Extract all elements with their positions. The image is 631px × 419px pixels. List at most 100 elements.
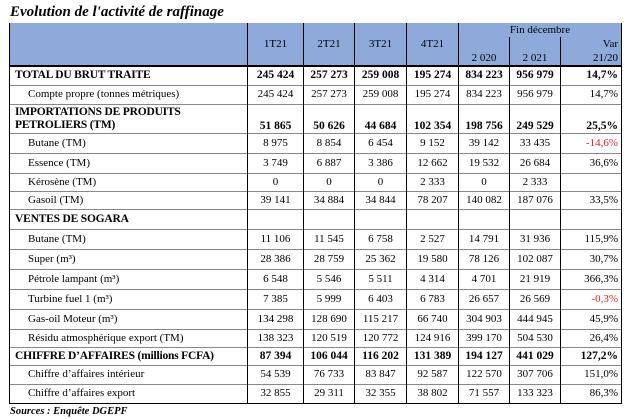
row-label: Chiffre d’affaires intérieur: [9, 365, 248, 384]
value-cell: 2 333: [406, 173, 459, 191]
value-cell: 131 389: [406, 347, 459, 365]
variation-cell: 25,5%: [560, 104, 622, 133]
value-cell: 257 273: [303, 66, 355, 85]
value-cell: 140 082: [458, 191, 510, 209]
table-row: Pétrole lampant (m³) 6 548 5 546 5 511 4 314…: [9, 269, 622, 289]
table-title: Evolution de l'activité de raffinage: [10, 4, 224, 20]
value-cell: 6 887: [303, 153, 355, 173]
value-cell: 51 865: [247, 104, 304, 133]
value-cell: [303, 209, 355, 229]
row-label: Kérosène (TM): [9, 173, 248, 191]
value-cell: 76 733: [303, 365, 355, 384]
value-cell: 187 076: [509, 191, 561, 209]
table-row: Gas-oil Moteur (m³) 134 298 128 690 115 217…: [9, 309, 622, 329]
table-row: CHIFFRE D’AFFAIRES (millions FCFA) 87 394…: [9, 347, 622, 365]
value-cell: 133 323: [509, 384, 561, 403]
value-cell: 195 274: [406, 85, 459, 104]
value-cell: 6 548: [247, 269, 304, 289]
header-3t21: 3T21: [354, 23, 407, 66]
table-row: Butane (TM) 8 975 8 854 6 454 9 152 39 142 33 …: [9, 133, 622, 153]
value-cell: 9 152: [406, 133, 459, 153]
value-cell: 32 355: [354, 384, 407, 403]
value-cell: 0: [303, 173, 355, 191]
value-cell: [458, 209, 510, 229]
value-cell: 124 916: [406, 329, 459, 347]
value-cell: 5 511: [354, 269, 407, 289]
variation-cell: 33,5%: [560, 191, 622, 209]
header-2021: 2 021: [509, 37, 561, 66]
value-cell: 257 273: [303, 85, 355, 104]
value-cell: 6 783: [406, 289, 459, 309]
value-cell: 5 546: [303, 269, 355, 289]
value-cell: 26 569: [509, 289, 561, 309]
row-label: Gas-oil Moteur (m³): [9, 309, 248, 329]
table-row: Résidu atmosphérique export (TM) 138 323 1…: [9, 329, 622, 347]
value-cell: 259 008: [354, 66, 407, 85]
source-note: Sources : Enquête DGEPF: [10, 406, 128, 417]
row-label: Pétrole lampant (m³): [9, 269, 248, 289]
value-cell: 116 202: [354, 347, 407, 365]
variation-cell: 86,3%: [560, 384, 622, 403]
value-cell: [354, 209, 407, 229]
variation-cell: -0,3%: [560, 289, 622, 309]
value-cell: 194 127: [458, 347, 510, 365]
value-cell: 6 758: [354, 229, 407, 249]
row-label: TOTAL DU BRUT TRAITE: [9, 66, 248, 85]
header-var: Var: [560, 37, 622, 51]
value-cell: 14 791: [458, 229, 510, 249]
table-row: VENTES DE SOGARA: [9, 209, 622, 229]
value-cell: 102 354: [406, 104, 459, 133]
row-label: VENTES DE SOGARA: [9, 209, 248, 229]
row-label: Essence (TM): [9, 153, 248, 173]
value-cell: 32 855: [247, 384, 304, 403]
value-cell: 5 999: [303, 289, 355, 309]
value-cell: 259 008: [354, 85, 407, 104]
row-label: Gasoil (TM): [9, 191, 248, 209]
row-label: IMPORTATIONS DE PRODUITS PETROLIERS (TM): [9, 104, 248, 133]
variation-cell: 127,2%: [560, 347, 622, 365]
header-label-cell: [9, 23, 248, 66]
value-cell: [509, 209, 561, 229]
table-row: Butane (TM) 11 106 11 545 6 758 2 527 14 791 3…: [9, 229, 622, 249]
variation-cell: 14,7%: [560, 85, 622, 104]
value-cell: 3 749: [247, 153, 304, 173]
value-cell: 39 141: [247, 191, 304, 209]
value-cell: 28 759: [303, 249, 355, 269]
value-cell: 115 217: [354, 309, 407, 329]
row-label: Butane (TM): [9, 133, 248, 153]
table-row: Essence (TM) 3 749 6 887 3 386 12 662 19 532 2…: [9, 153, 622, 173]
value-cell: 26 684: [509, 153, 561, 173]
value-cell: 834 223: [458, 85, 510, 104]
row-label: Compte propre (tonnes métriques): [9, 85, 248, 104]
value-cell: 122 570: [458, 365, 510, 384]
value-cell: 504 530: [509, 329, 561, 347]
value-cell: 195 274: [406, 66, 459, 85]
row-label: Super (m³): [9, 249, 248, 269]
value-cell: 102 087: [509, 249, 561, 269]
table-row: Gasoil (TM) 39 141 34 884 34 844 78 207 140 0…: [9, 191, 622, 209]
value-cell: 66 740: [406, 309, 459, 329]
table-row: Compte propre (tonnes métriques) 245 424 2…: [9, 85, 622, 104]
value-cell: 25 362: [354, 249, 407, 269]
value-cell: 11 106: [247, 229, 304, 249]
value-cell: 956 979: [509, 66, 561, 85]
table-row: Chiffre d’affaires intérieur 54 539 76 733…: [9, 365, 622, 384]
row-label: Turbine fuel 1 (m³): [9, 289, 248, 309]
table-row: Super (m³) 28 386 28 759 25 362 19 580 78 126…: [9, 249, 622, 269]
value-cell: 3 386: [354, 153, 407, 173]
value-cell: 4 701: [458, 269, 510, 289]
variation-cell: 45,9%: [560, 309, 622, 329]
value-cell: 2 333: [509, 173, 561, 191]
value-cell: 92 587: [406, 365, 459, 384]
value-cell: 2 527: [406, 229, 459, 249]
header-fin-decembre: Fin décembre: [458, 23, 622, 37]
table-row: IMPORTATIONS DE PRODUITS PETROLIERS (TM)…: [9, 104, 622, 133]
value-cell: 29 311: [303, 384, 355, 403]
value-cell: 304 903: [458, 309, 510, 329]
value-cell: 120 772: [354, 329, 407, 347]
value-cell: 245 424: [247, 85, 304, 104]
value-cell: 54 539: [247, 365, 304, 384]
value-cell: 34 884: [303, 191, 355, 209]
value-cell: 87 394: [247, 347, 304, 365]
header-2020: 2 020: [458, 37, 510, 66]
